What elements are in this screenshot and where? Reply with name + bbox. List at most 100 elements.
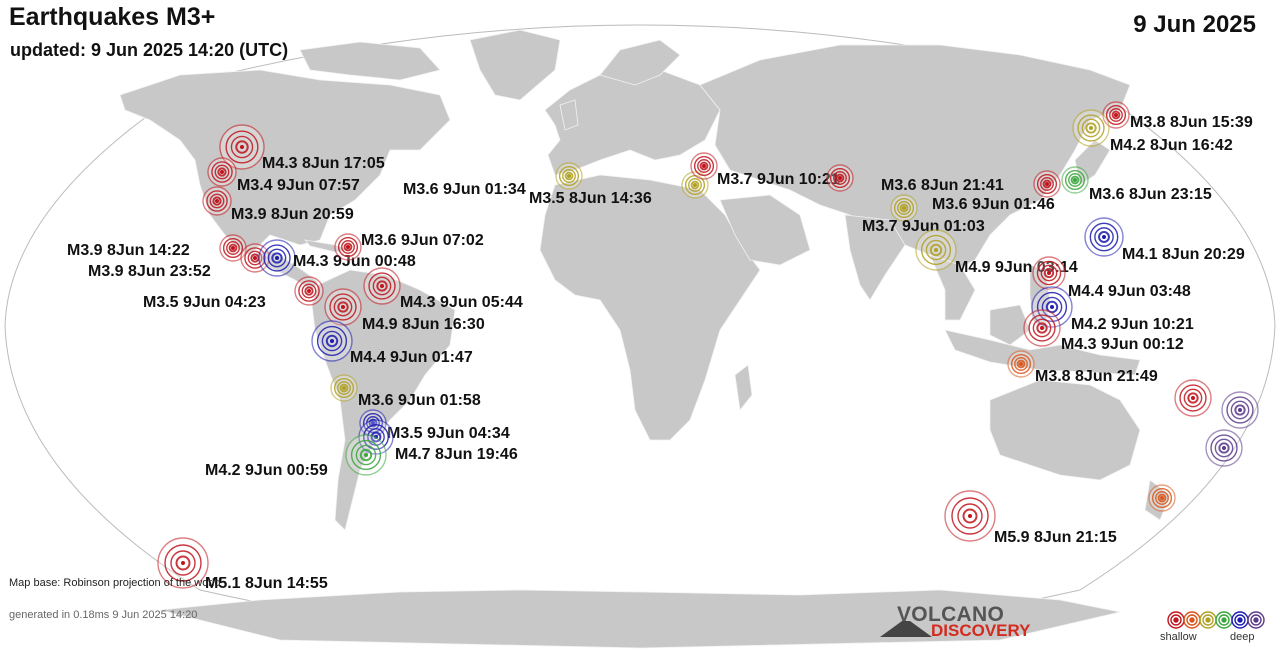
- quake-label: M3.7 9Jun 01:03: [862, 218, 985, 235]
- quake-label: M3.7 9Jun 10:21: [717, 171, 840, 188]
- land-asia: [699, 44, 1131, 271]
- quake-epicenter: [231, 246, 235, 250]
- depth-legend: shallow deep: [1160, 607, 1270, 647]
- quake-ring: [1036, 322, 1048, 334]
- quake-marker[interactable]: [1221, 391, 1259, 429]
- updated-timestamp: updated: 9 Jun 2025 14:20 (UTC): [10, 40, 289, 60]
- quake-ring: [897, 201, 911, 215]
- quake-ring: [350, 439, 382, 471]
- quake-ring: [209, 193, 225, 209]
- quake-marker[interactable]: [915, 229, 957, 271]
- quake-ring: [175, 555, 191, 571]
- quake-marker[interactable]: [311, 320, 353, 362]
- quake-label: M3.5 9Jun 04:34: [387, 425, 510, 442]
- quake-ring: [1042, 179, 1052, 189]
- quake-marker[interactable]: [240, 243, 270, 273]
- quake-marker[interactable]: [202, 186, 232, 216]
- quake-ring: [222, 237, 244, 259]
- quake-epicenter: [307, 289, 311, 293]
- quake-marker[interactable]: [1032, 256, 1066, 290]
- land-north-america: [119, 69, 451, 256]
- quake-marker[interactable]: [1007, 350, 1035, 378]
- quake-marker[interactable]: [1061, 166, 1089, 194]
- quake-epicenter: [220, 170, 224, 174]
- quake-marker[interactable]: [555, 162, 583, 190]
- legend-deep-label: deep: [1230, 631, 1255, 643]
- quake-ring: [1040, 177, 1054, 191]
- quake-ring: [558, 165, 580, 187]
- quake-label: M4.3 9Jun 00:48: [293, 253, 416, 270]
- quake-ring: [1085, 122, 1097, 134]
- quake-ring: [341, 240, 355, 254]
- quake-marker[interactable]: [324, 288, 362, 326]
- quake-label: M4.2 9Jun 00:59: [205, 462, 328, 479]
- quake-epicenter: [364, 453, 368, 457]
- quake-marker[interactable]: [330, 374, 358, 402]
- land-india: [844, 214, 906, 301]
- quake-marker[interactable]: [826, 164, 854, 192]
- quake-ring: [1151, 487, 1173, 509]
- quake-marker[interactable]: [345, 434, 387, 476]
- quake-epicenter: [1191, 396, 1195, 400]
- quake-ring: [829, 167, 851, 189]
- quake-epicenter: [1050, 305, 1054, 309]
- land-borneo: [989, 304, 1031, 346]
- quake-label: M4.9 8Jun 16:30: [362, 316, 485, 333]
- quake-ring: [316, 325, 348, 357]
- quake-ring: [1218, 442, 1230, 454]
- quake-marker[interactable]: [944, 490, 996, 542]
- quake-marker[interactable]: [1174, 379, 1212, 417]
- quake-marker[interactable]: [363, 267, 401, 305]
- quake-marker[interactable]: [334, 233, 362, 261]
- quake-marker[interactable]: [890, 194, 918, 222]
- quake-ring: [1036, 291, 1068, 323]
- quake-marker[interactable]: [219, 234, 247, 262]
- quake-ring: [337, 381, 351, 395]
- quake-ring: [170, 550, 196, 576]
- quake-ring: [1111, 110, 1121, 120]
- quake-marker[interactable]: [1205, 429, 1243, 467]
- quake-marker[interactable]: [1072, 109, 1110, 147]
- quake-ring: [267, 248, 287, 268]
- quake-ring: [235, 140, 249, 154]
- quake-marker[interactable]: [1084, 217, 1124, 257]
- quake-epicenter: [934, 248, 938, 252]
- logo-text-volcano: VOLCANO: [897, 603, 1005, 626]
- quake-epicenter: [1222, 446, 1226, 450]
- land-south-america: [311, 269, 456, 531]
- quake-marker[interactable]: [1148, 484, 1176, 512]
- quake-label: M3.6 9Jun 01:34: [403, 181, 526, 198]
- quake-marker[interactable]: [1033, 170, 1061, 198]
- quake-marker[interactable]: [690, 152, 718, 180]
- quake-ring: [1014, 357, 1028, 371]
- volcanodiscovery-logo[interactable]: VOLCANO DISCOVERY: [880, 603, 1040, 640]
- quake-epicenter: [330, 339, 334, 343]
- quake-ring: [1032, 318, 1052, 338]
- quake-marker[interactable]: [1023, 309, 1061, 347]
- generated-note: generated in 0.18ms 9 Jun 2025 14:20: [9, 609, 198, 621]
- quake-marker[interactable]: [258, 239, 296, 277]
- quake-marker[interactable]: [219, 124, 265, 170]
- land-indonesia: [944, 329, 1141, 376]
- quake-epicenter: [1102, 235, 1106, 239]
- quake-ring: [1089, 222, 1119, 252]
- quake-label: M4.1 8Jun 20:29: [1122, 246, 1245, 263]
- quake-label: M3.9 8Jun 14:22: [67, 242, 190, 259]
- quake-marker[interactable]: [294, 276, 324, 306]
- quake-ring: [164, 544, 202, 582]
- quake-ring: [343, 242, 353, 252]
- quake-epicenter: [567, 174, 571, 178]
- quake-marker[interactable]: [1031, 286, 1073, 328]
- quake-ring: [1098, 231, 1110, 243]
- quake-epicenter: [215, 199, 219, 203]
- quake-marker[interactable]: [157, 537, 209, 589]
- quake-marker[interactable]: [207, 157, 237, 187]
- quake-label: M3.9 8Jun 23:52: [88, 263, 211, 280]
- quake-label: M4.2 9Jun 10:21: [1071, 316, 1194, 333]
- quake-epicenter: [346, 245, 350, 249]
- quake-ring: [355, 444, 377, 466]
- map-date: 9 Jun 2025: [1133, 11, 1256, 38]
- quake-ring: [214, 164, 230, 180]
